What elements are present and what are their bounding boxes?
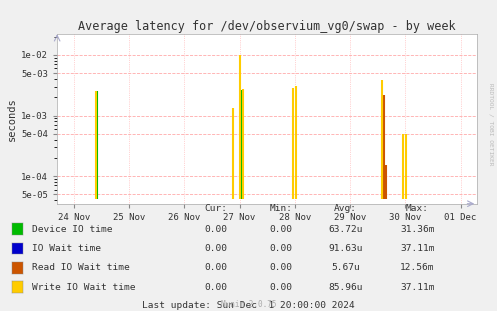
Text: 5.67u: 5.67u	[331, 263, 360, 272]
Text: 31.36m: 31.36m	[400, 225, 435, 234]
Text: Device IO time: Device IO time	[32, 225, 112, 234]
Text: 0.00: 0.00	[205, 283, 228, 291]
Text: 0.00: 0.00	[205, 263, 228, 272]
Text: RRDTOOL / TOBI OETIKER: RRDTOOL / TOBI OETIKER	[488, 83, 493, 166]
Text: Munin 2.0.75: Munin 2.0.75	[221, 300, 276, 309]
Text: 0.00: 0.00	[205, 244, 228, 253]
Text: 37.11m: 37.11m	[400, 283, 435, 291]
Text: 0.00: 0.00	[269, 244, 292, 253]
Text: Read IO Wait time: Read IO Wait time	[32, 263, 130, 272]
Text: 0.00: 0.00	[269, 225, 292, 234]
Text: Last update: Sun Dec  1 20:00:00 2024: Last update: Sun Dec 1 20:00:00 2024	[142, 301, 355, 310]
Text: 91.63u: 91.63u	[328, 244, 363, 253]
Text: IO Wait time: IO Wait time	[32, 244, 101, 253]
Text: Max:: Max:	[406, 204, 429, 213]
Text: 0.00: 0.00	[269, 263, 292, 272]
Text: 0.00: 0.00	[205, 225, 228, 234]
Text: 12.56m: 12.56m	[400, 263, 435, 272]
Text: Cur:: Cur:	[205, 204, 228, 213]
Text: Write IO Wait time: Write IO Wait time	[32, 283, 135, 291]
Text: Min:: Min:	[269, 204, 292, 213]
Text: 37.11m: 37.11m	[400, 244, 435, 253]
Text: 0.00: 0.00	[269, 283, 292, 291]
Title: Average latency for /dev/observium_vg0/swap - by week: Average latency for /dev/observium_vg0/s…	[79, 20, 456, 33]
Text: Avg:: Avg:	[334, 204, 357, 213]
Text: 63.72u: 63.72u	[328, 225, 363, 234]
Y-axis label: seconds: seconds	[7, 97, 17, 141]
Text: 85.96u: 85.96u	[328, 283, 363, 291]
